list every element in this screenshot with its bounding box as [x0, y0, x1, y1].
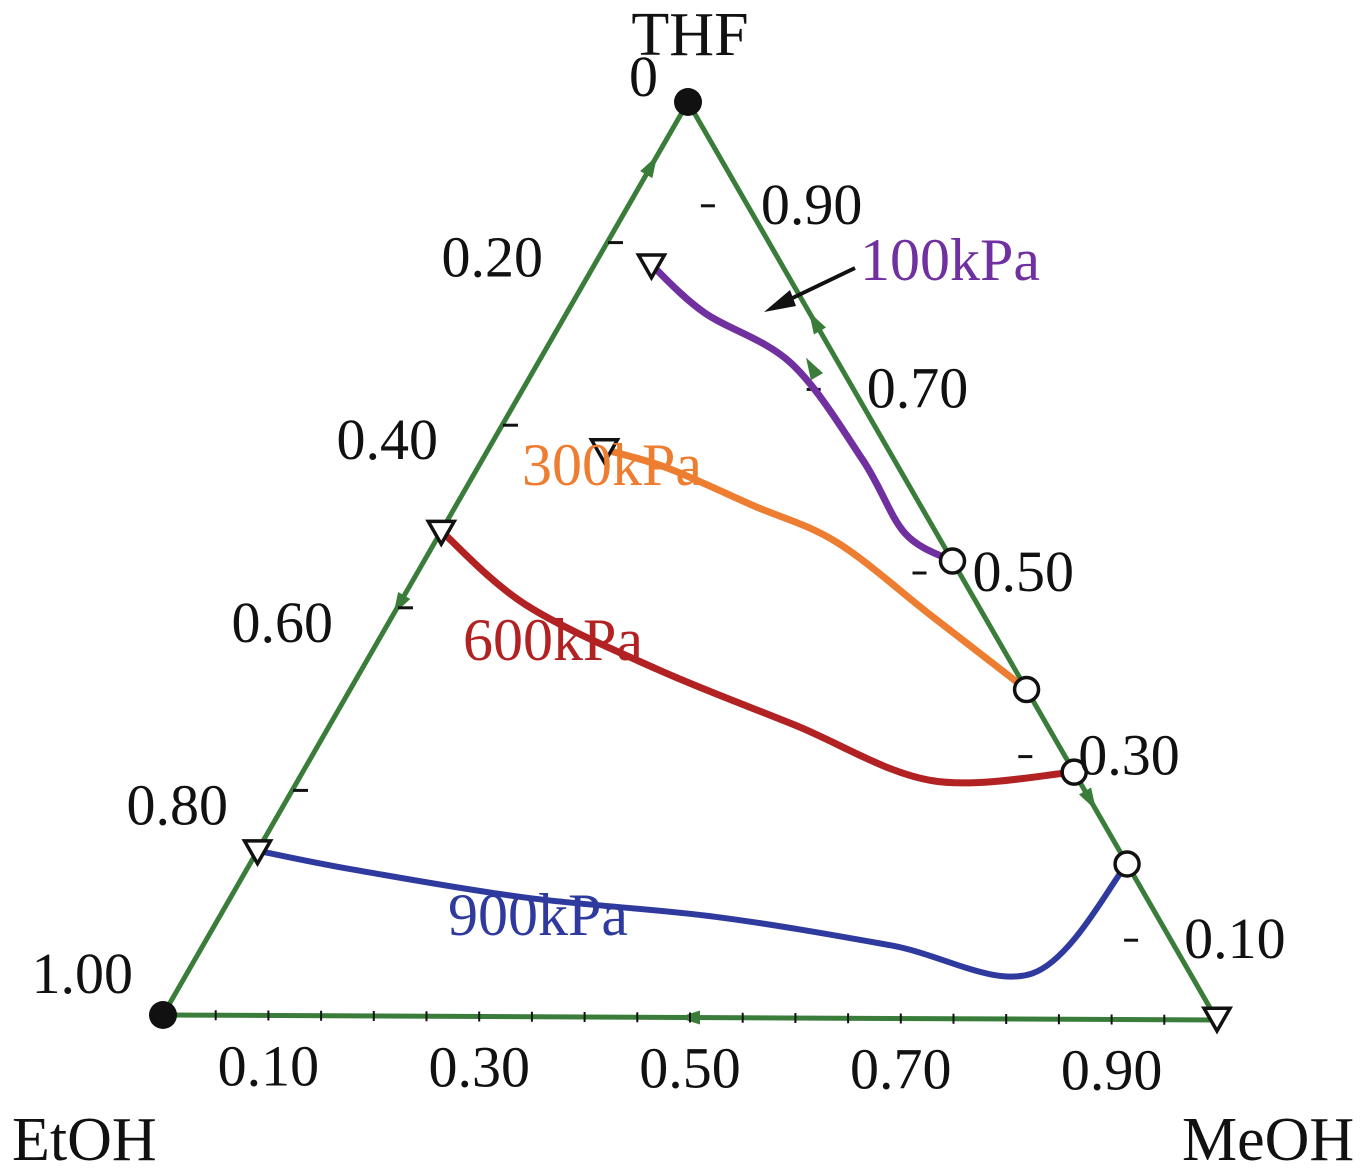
vertex-label-bottom-right: MeOH: [1182, 1106, 1354, 1170]
right-tick-label: 0.50: [973, 539, 1075, 604]
label-pointer-arrow-head: [764, 290, 796, 312]
vertex-label-top: THF: [631, 1, 748, 69]
curve-direction-arrow: [806, 357, 824, 381]
curve-label-100kpa: 100kPa: [860, 227, 1040, 293]
edge-direction-arrow: [1078, 787, 1097, 811]
right-tick-label: 0.10: [1184, 906, 1286, 971]
start-marker-900kPa: [241, 839, 274, 868]
tick-marks: [214, 204, 1166, 1025]
curve-300kPa: [600, 445, 1031, 694]
end-marker-300kPa: [1012, 675, 1041, 704]
distillation-curves: [254, 261, 1131, 980]
left-tick-label: 0: [629, 44, 658, 109]
bottom-tick-label: 0.50: [639, 1036, 741, 1101]
curve-markers: [149, 88, 1234, 1035]
end-marker-900kPa: [1113, 850, 1141, 878]
bottom-tick-label: 0.30: [428, 1035, 530, 1100]
pure-point-EtOH: [149, 1001, 177, 1029]
start-marker-100kPa: [635, 253, 668, 282]
edge-direction-arrow: [808, 311, 827, 335]
pure-point-THF: [674, 88, 702, 116]
right-tick-label: 0.30: [1078, 723, 1180, 788]
left-tick-label: 0.40: [337, 407, 439, 472]
vertex-label-bottom-left: EtOH: [12, 1106, 157, 1170]
curve-label-900kpa: 900kPa: [448, 882, 628, 948]
edge-direction-arrow: [393, 591, 411, 615]
meoh-vertex-marker: [1200, 1006, 1234, 1035]
right-tick-label: 0.70: [867, 355, 969, 420]
bottom-tick-label: 0.10: [218, 1034, 320, 1099]
edge-direction-arrow: [640, 155, 658, 179]
end-marker-600kPa: [1060, 758, 1088, 786]
left-tick-label: 0.60: [232, 590, 334, 655]
curve-label-600kpa: 600kPa: [463, 607, 643, 673]
curve-100kPa: [647, 261, 956, 565]
left-tick-label: 0.20: [442, 225, 544, 290]
curve-600kPa: [437, 527, 1078, 787]
tick-labels: 0 0.20 0.40 0.60 0.80 1.00 0.90 0.70 0.50 0.30 0.1…: [32, 44, 1286, 1103]
bottom-tick-label: 0.90: [1061, 1038, 1163, 1103]
right-tick-label: 0.90: [761, 172, 863, 237]
end-marker-100kPa: [938, 547, 967, 575]
start-marker-300kPa: [588, 437, 621, 467]
edge-thf-etoh: [160, 100, 691, 1017]
curve-label-300kpa: 300kPa: [522, 432, 702, 498]
bottom-tick-label: 0.70: [850, 1037, 952, 1102]
start-marker-600kPa: [425, 519, 458, 548]
curve-900kPa: [254, 847, 1131, 980]
left-tick-label: 1.00: [32, 941, 134, 1006]
left-tick-label: 0.80: [127, 772, 229, 837]
